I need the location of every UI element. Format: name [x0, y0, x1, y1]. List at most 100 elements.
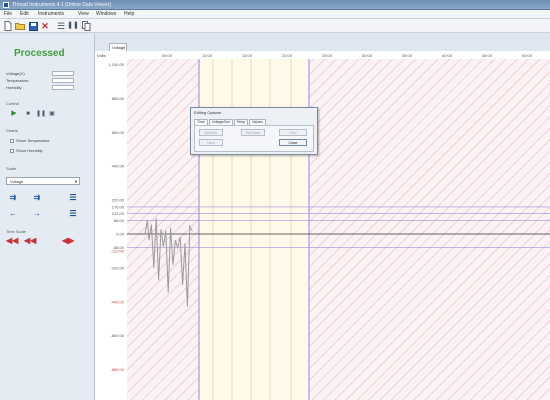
record-icon[interactable]: ▣ [49, 111, 55, 117]
data-point [147, 219, 148, 221]
pause-control-icon[interactable]: ❚❚ [36, 111, 47, 117]
x-tick-label: 40:00 [442, 53, 453, 58]
data-point [191, 230, 193, 232]
y-tick-label: 88.00 [114, 218, 125, 223]
y-axis-unit: Volts [97, 53, 106, 58]
dialog-tab-values[interactable]: Values [249, 119, 266, 125]
hatched-region-right [309, 59, 550, 400]
x-tick-label: 50:00 [522, 53, 533, 58]
new-file-icon[interactable] [3, 21, 13, 31]
voltage-label: Voltage(V) [6, 71, 25, 76]
zoom-time-icon[interactable]: ◀▶ [62, 236, 75, 245]
copy-icon[interactable] [81, 21, 91, 31]
x-tick-label: 10:00 [202, 53, 213, 58]
delete-icon[interactable]: ✕ [41, 21, 49, 31]
rewind-icon[interactable]: ◀◀ [24, 236, 37, 245]
data-point [189, 225, 191, 227]
show-temperature-checkbox[interactable]: Show Temperature [10, 138, 50, 143]
y-tick-label: -110.00 [111, 248, 125, 253]
data-point [175, 239, 176, 241]
play-icon[interactable]: ▶ [11, 110, 17, 117]
next-button[interactable]: Next [199, 139, 223, 146]
voltage-field[interactable] [52, 71, 74, 76]
menu-instruments[interactable]: Instruments [38, 11, 65, 17]
data-point [158, 279, 159, 281]
scale-up-icon[interactable]: ☰ [69, 193, 77, 202]
pause-icon[interactable]: ❚❚ [67, 22, 79, 29]
move-left-icon[interactable]: ← [9, 209, 17, 218]
dialog-title: Editing Options [194, 110, 222, 115]
data-point [179, 236, 181, 238]
move-right-icon[interactable]: → [33, 209, 41, 218]
editing-options-dialog: Editing Options Time Voltage/Set Temp Va… [190, 107, 318, 155]
add-set-button[interactable]: Add/Set [199, 129, 223, 136]
x-tick-label: 30:00 [362, 53, 373, 58]
checkbox-box[interactable] [10, 138, 14, 143]
control-panel: Processed Voltage(V) Temperature Humidit… [0, 34, 95, 400]
show-humidity-checkbox[interactable]: Show Humidity [10, 148, 43, 153]
charts-label: Charts [6, 128, 18, 133]
scale-down-icon[interactable]: ☰ [69, 209, 77, 218]
open-folder-icon[interactable] [15, 21, 25, 31]
scale-select[interactable]: Voltage ▼ [6, 177, 80, 185]
prev-button[interactable]: Prev [279, 129, 307, 136]
y-tick-label: -440.00 [110, 299, 124, 304]
y-axis-panel [95, 51, 127, 400]
dialog-tab-voltage-set[interactable]: Voltage/Set [208, 119, 233, 125]
y-tick-label: -880.00 [110, 367, 124, 372]
checkbox-label: Show Humidity [16, 148, 43, 153]
data-point [177, 247, 179, 249]
menu-file[interactable]: File [4, 11, 13, 17]
data-point [184, 242, 186, 244]
tab-voltage[interactable]: Voltage 1 [109, 43, 127, 57]
menu-edit[interactable]: Edit [20, 11, 29, 17]
menu-help[interactable]: Help [124, 11, 135, 17]
humidity-field[interactable] [52, 85, 74, 90]
y-tick-label: -88.00 [113, 245, 125, 250]
y-tick-label: 1,100.00 [108, 62, 124, 67]
save-icon[interactable] [28, 21, 38, 31]
data-point [160, 228, 162, 230]
data-point [182, 284, 183, 286]
dialog-panel: Add/Set Set Data Prev Next Close [194, 125, 314, 152]
y-tick-label: -220.00 [110, 265, 124, 270]
menu-view[interactable]: View [78, 11, 89, 17]
y-tick-label: 176.00 [112, 204, 125, 209]
chevron-down-icon: ▼ [74, 179, 78, 184]
control-label: Control [6, 101, 19, 106]
humidity-label: Humidity [6, 85, 22, 90]
stop-icon[interactable]: ■ [26, 111, 30, 117]
scale-value: Voltage [10, 179, 24, 184]
y-tick-label: 660.00 [112, 130, 125, 135]
expand-vertical-icon[interactable]: ⇉ [9, 193, 17, 202]
y-tick-label: 440.00 [112, 164, 125, 169]
x-tick-label: 20:00 [282, 53, 293, 58]
dialog-tab-time[interactable]: Time [194, 119, 208, 125]
x-tick-label: 45:00 [482, 53, 493, 58]
data-point [153, 267, 155, 269]
checkbox-label: Show Temperature [16, 138, 50, 143]
menu-windows[interactable]: Windows [96, 11, 117, 17]
temperature-label: Temperature [6, 78, 29, 83]
x-tick-label: 05:00 [162, 53, 173, 58]
y-tick-label: 0.00 [116, 232, 125, 237]
rewind-fast-icon[interactable]: ◀◀ [6, 236, 19, 245]
checkbox-box[interactable] [10, 148, 14, 153]
data-point [172, 264, 174, 266]
menu-bar: File Edit Instruments View Windows Help [0, 10, 550, 19]
dialog-tab-temp[interactable]: Temp [233, 119, 249, 125]
temperature-field[interactable] [52, 78, 74, 83]
title-bar: Thread Instruments 4.1 [Online Data View… [0, 0, 550, 10]
x-tick-label: 25:00 [322, 53, 333, 58]
shift-right-icon[interactable]: ⇉ [33, 193, 41, 202]
y-tick-label: 880.00 [112, 96, 125, 101]
y-tick-label: 220.00 [112, 198, 125, 203]
set-data-button[interactable]: Set Data [241, 129, 265, 136]
time-scale-label: Time Scale [6, 229, 26, 234]
toolbar: ✕ ☰ ❚❚ [0, 19, 550, 33]
close-button[interactable]: Close [279, 139, 307, 146]
data-point [148, 239, 150, 241]
data-point [163, 245, 164, 247]
list-icon[interactable]: ☰ [56, 21, 66, 31]
